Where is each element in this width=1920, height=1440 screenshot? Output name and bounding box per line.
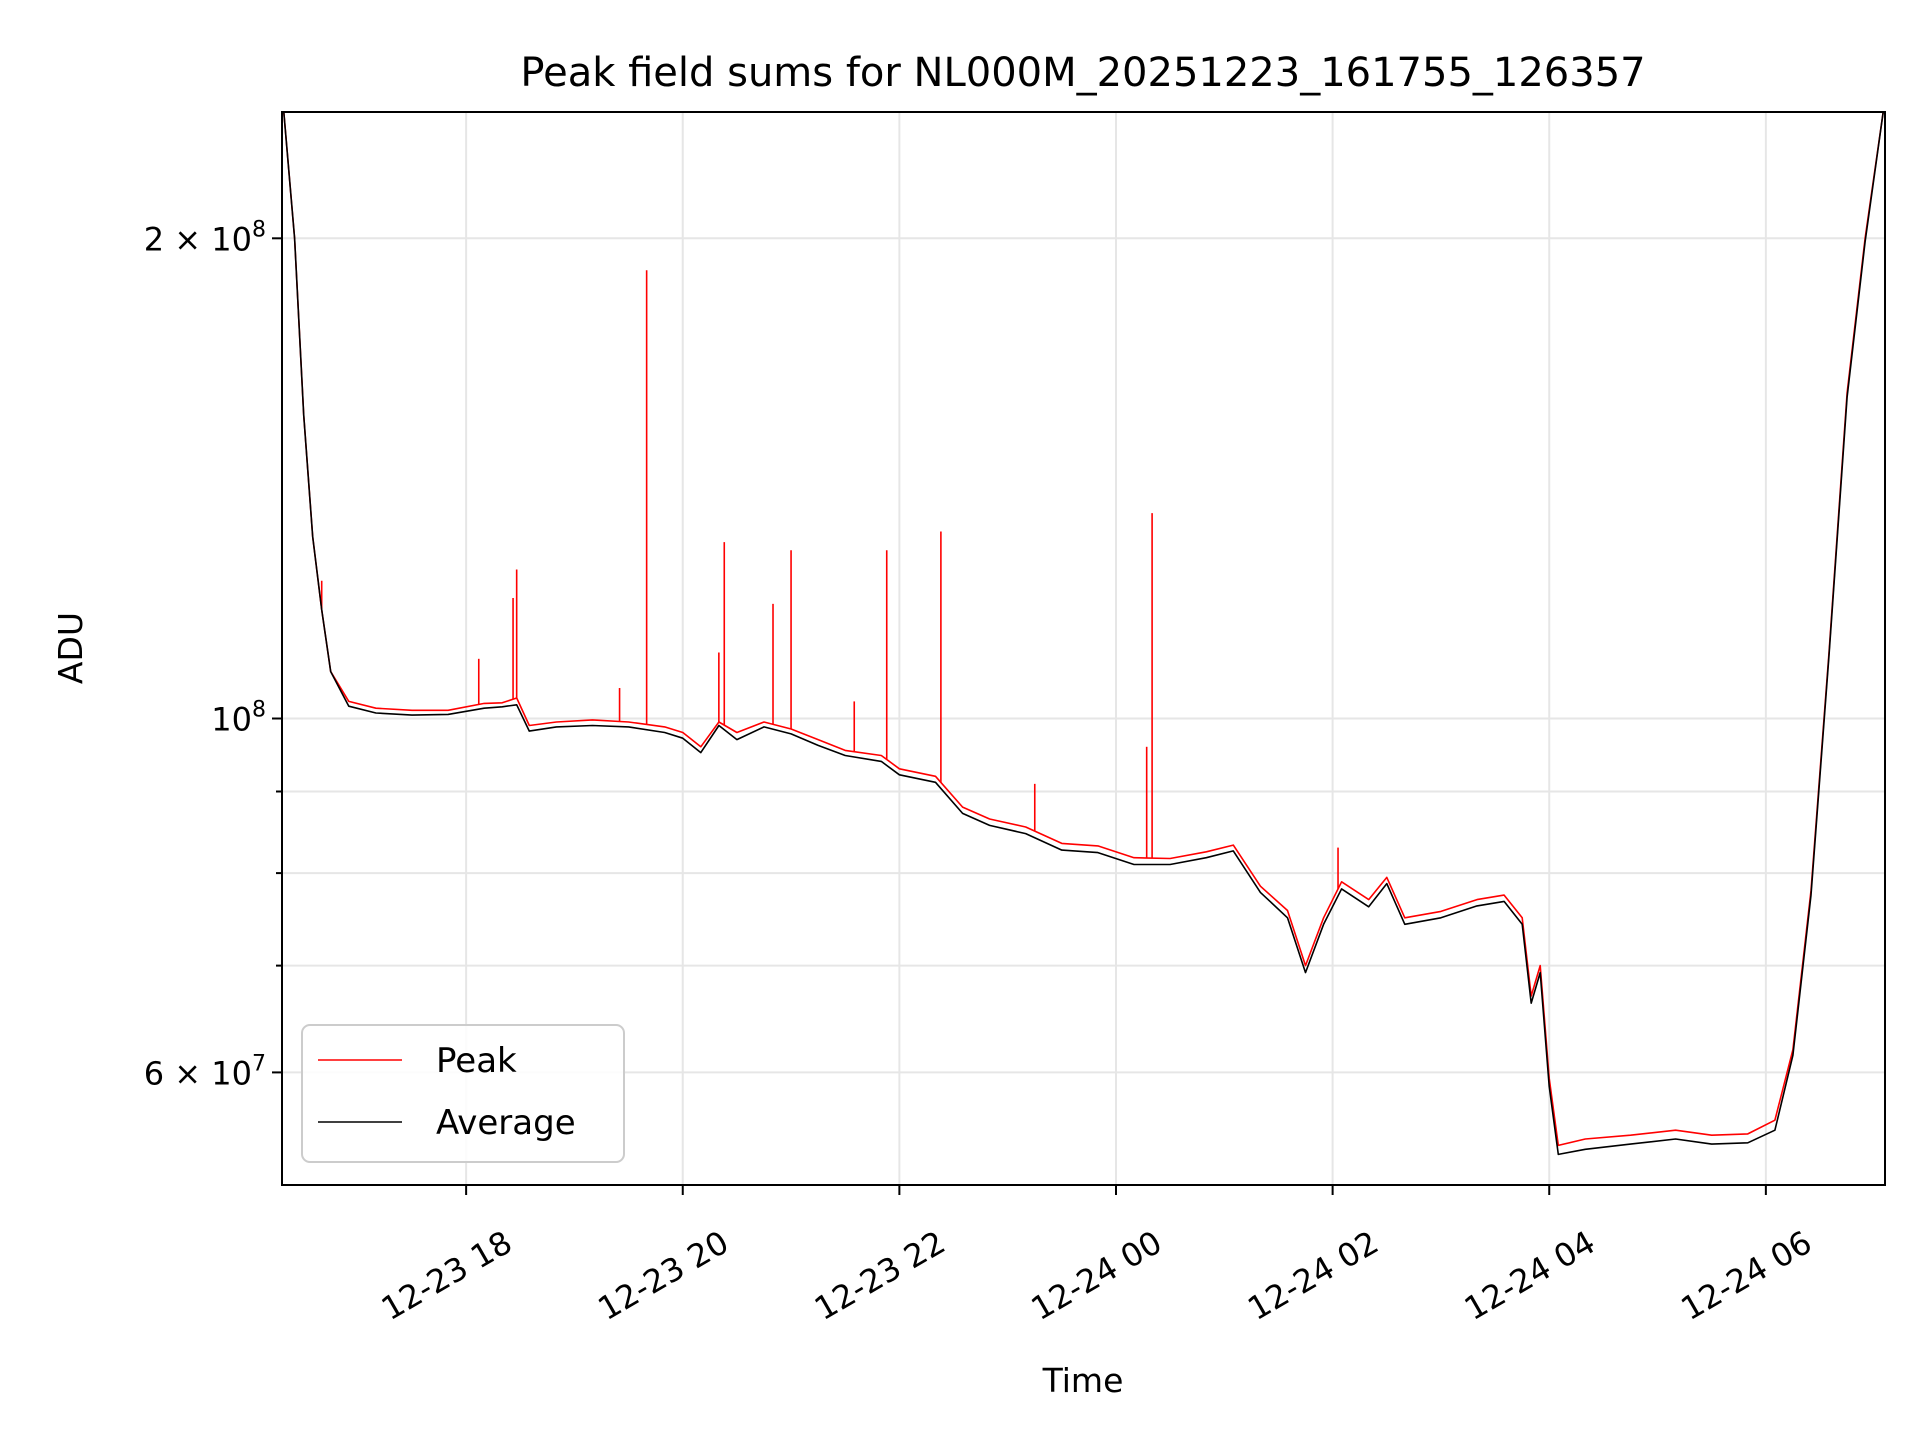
series-line-peak (283, 112, 1884, 1147)
grid (282, 112, 1885, 1185)
legend: Peak Average (301, 1024, 625, 1163)
legend-label-average: Average (436, 1103, 576, 1143)
plot-frame (281, 111, 1886, 1186)
series-group (283, 112, 1884, 1156)
y-tick-label: 6 × 107 (144, 1051, 266, 1092)
legend-label-peak: Peak (436, 1041, 517, 1081)
chart-title: Peak field sums for NL000M_20251223_1617… (520, 50, 1645, 96)
x-axis-label: Time (1042, 1361, 1124, 1400)
y-axis-label: ADU (51, 612, 90, 684)
y-tick-label: 108 (211, 698, 266, 739)
series-line-average (283, 112, 1884, 1156)
y-tick-label: 2 × 108 (144, 217, 266, 258)
